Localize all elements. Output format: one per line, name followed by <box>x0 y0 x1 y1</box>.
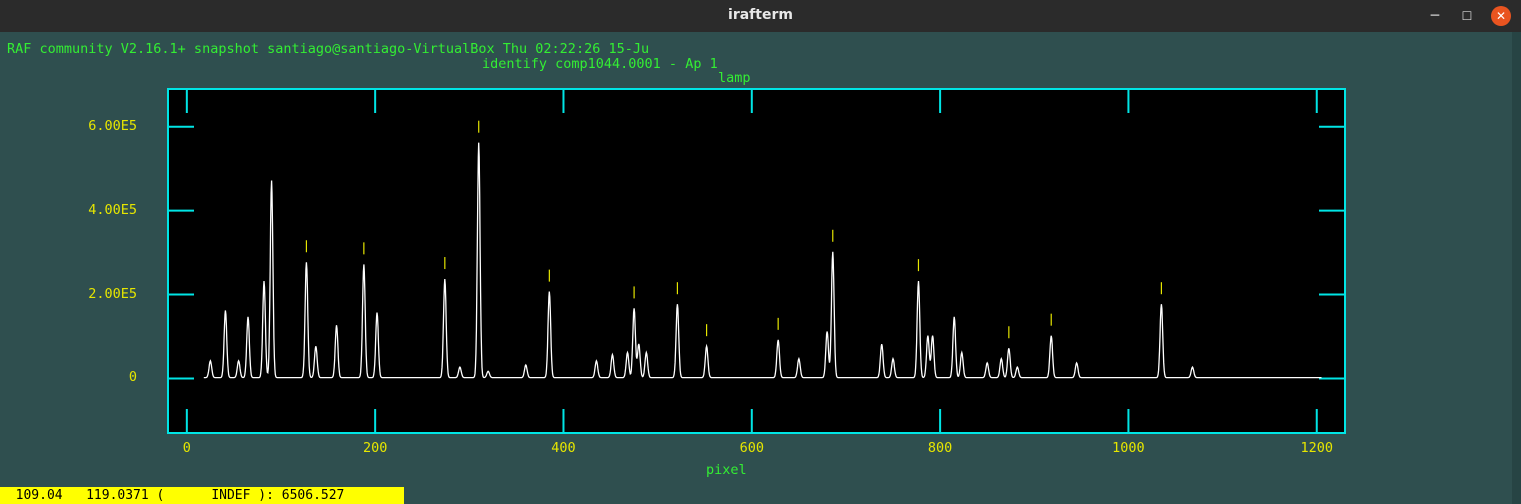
window-title: irafterm <box>728 7 793 23</box>
x-tick-label: 0 <box>182 440 191 456</box>
header-line-2: identify comp1044.0001 - Ap 1 <box>482 56 718 72</box>
x-tick-label: 1000 <box>1112 440 1145 456</box>
status-line: 109.04 119.0371 ( INDEF ): 6506.527 <box>0 487 404 504</box>
line-markers <box>305 120 1162 339</box>
x-tick-label: 400 <box>551 440 576 456</box>
terminal-area[interactable]: RAF community V2.16.1+ snapshot santiago… <box>0 32 1512 504</box>
x-axis-label: pixel <box>706 462 747 478</box>
minimize-button[interactable]: ─ <box>1430 8 1440 24</box>
x-tick-label: 200 <box>362 440 388 456</box>
x-tick-label: 800 <box>927 440 953 456</box>
close-button[interactable]: ✕ <box>1491 6 1511 26</box>
scrollbar[interactable] <box>1512 32 1521 504</box>
axis-ticks <box>168 89 1345 433</box>
maximize-button[interactable]: ☐ <box>1461 9 1473 23</box>
spectrum-line <box>203 142 1322 379</box>
window-titlebar: irafterm ─ ☐ ✕ <box>0 0 1521 32</box>
spectrum-plot[interactable] <box>0 64 1512 504</box>
y-tick-label: 0 <box>128 369 137 386</box>
header-line-1: RAF community V2.16.1+ snapshot santiago… <box>7 41 650 57</box>
y-tick-label: 2.00E5 <box>88 285 137 302</box>
y-tick-label: 4.00E5 <box>88 201 137 218</box>
chart-title: lamp <box>718 70 751 86</box>
x-tick-label: 1200 <box>1300 440 1333 456</box>
plot-background <box>167 88 1346 434</box>
x-tick-label: 600 <box>739 440 764 456</box>
y-tick-label: 6.00E5 <box>88 117 137 134</box>
